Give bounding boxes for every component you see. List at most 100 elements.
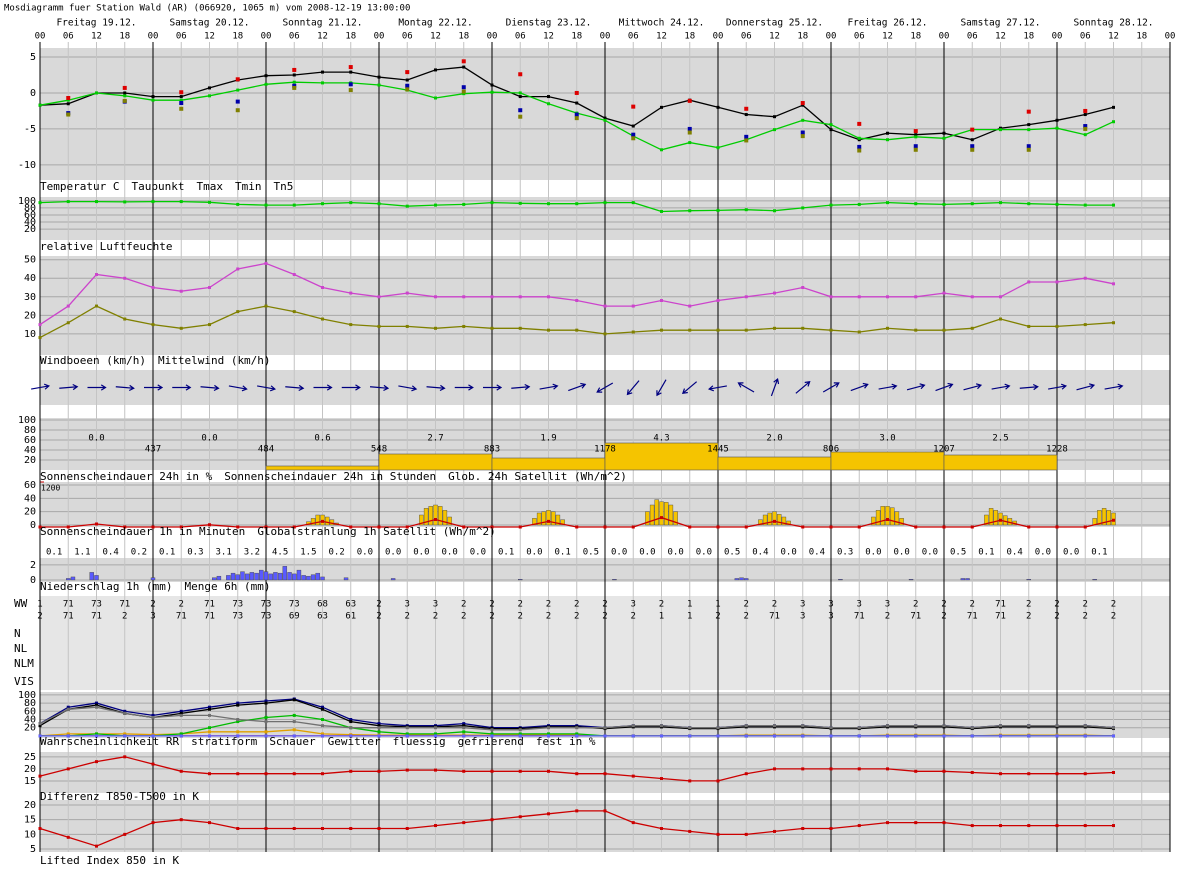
line-marker <box>801 525 805 529</box>
bar <box>315 572 320 581</box>
line-marker <box>773 519 776 523</box>
x-tick-label: 06 <box>176 32 187 42</box>
data-label: 0.1 <box>978 548 994 558</box>
ww-code: 3 <box>885 600 890 610</box>
line-marker <box>942 131 946 135</box>
bar <box>226 575 231 581</box>
line-marker <box>886 201 889 205</box>
data-label: 0.0 <box>441 548 457 558</box>
line-marker <box>1027 724 1031 728</box>
line-marker <box>970 726 974 730</box>
line-marker <box>462 821 466 825</box>
line-marker <box>38 525 42 529</box>
line-marker <box>603 525 607 529</box>
x-tick-label: 18 <box>1136 32 1147 42</box>
line-marker <box>490 734 494 738</box>
line-marker <box>349 718 353 722</box>
point <box>857 144 862 149</box>
bar <box>310 574 316 581</box>
line-marker <box>857 525 861 529</box>
line-marker <box>603 201 607 205</box>
point <box>348 82 353 87</box>
bar <box>612 578 617 581</box>
x-tick-label: 00 <box>1052 32 1063 42</box>
bar <box>1097 510 1102 526</box>
line-marker <box>914 202 918 206</box>
ww-code: 2 <box>1111 600 1116 610</box>
line-marker <box>490 326 494 330</box>
wind-arrow <box>991 383 1011 390</box>
bar <box>984 514 989 526</box>
line-marker <box>321 718 324 722</box>
point <box>179 106 184 111</box>
line-marker <box>575 298 579 302</box>
line-marker <box>151 95 155 99</box>
point <box>1026 147 1031 152</box>
ww-code: 2 <box>489 600 494 610</box>
wind-arrow <box>1076 383 1096 391</box>
line-marker <box>1027 734 1031 738</box>
legend-label: Gewitter <box>328 735 381 748</box>
line-marker <box>631 774 635 778</box>
line-marker <box>660 734 663 738</box>
line-marker <box>914 769 918 773</box>
line-marker <box>66 304 70 308</box>
line-marker <box>970 824 974 828</box>
line-marker <box>744 113 748 117</box>
bar <box>216 575 222 581</box>
line-marker <box>999 317 1002 321</box>
ww-code: 2 <box>970 600 975 610</box>
line-marker <box>462 525 466 529</box>
data-label: 0.0 <box>611 548 627 558</box>
line-marker <box>518 732 522 736</box>
line-marker <box>236 88 240 92</box>
point <box>687 126 692 131</box>
line-marker <box>1112 824 1115 828</box>
line-marker <box>95 734 98 738</box>
ww-code: 3 <box>433 600 438 610</box>
line-marker <box>264 734 268 738</box>
line-marker <box>179 711 183 715</box>
line-marker <box>801 206 805 210</box>
line-marker <box>773 724 776 728</box>
row-label: NL <box>14 642 28 655</box>
ww-code: 3 <box>857 600 862 610</box>
line-marker <box>264 699 268 703</box>
data-label: 548 <box>371 445 387 455</box>
point <box>970 147 975 152</box>
line-marker <box>914 135 918 139</box>
bar <box>325 516 330 526</box>
line-marker <box>151 734 155 738</box>
line-marker <box>38 724 42 728</box>
line-marker <box>1083 323 1087 327</box>
wind-arrow <box>200 384 220 392</box>
line-marker <box>829 525 833 529</box>
line-marker <box>801 118 805 122</box>
ww-code: 2 <box>602 600 607 610</box>
wind-arrow <box>228 385 248 392</box>
line-marker <box>377 295 381 299</box>
line-marker <box>292 80 296 84</box>
x-tick-label: 12 <box>995 32 1006 42</box>
line-marker <box>95 522 98 526</box>
data-label: 0.5 <box>724 548 740 558</box>
line-marker <box>857 330 861 334</box>
data-label: 4.3 <box>653 434 669 444</box>
line-marker <box>321 826 324 830</box>
bar <box>772 511 777 526</box>
x-tick-label: 06 <box>515 32 526 42</box>
wind-arrow <box>144 384 164 391</box>
line-marker <box>547 102 550 106</box>
y-tick-label: 60 <box>24 435 36 446</box>
wind-arrow <box>795 380 811 394</box>
line-marker <box>716 726 720 730</box>
line-marker <box>462 65 466 69</box>
row-label: NLM <box>14 657 34 670</box>
line-marker <box>575 202 579 206</box>
line-marker <box>38 826 42 830</box>
ww-code: 71 <box>63 600 74 610</box>
line-marker <box>123 200 127 204</box>
y-tick-label: 10 <box>24 829 36 840</box>
line-marker <box>518 734 522 738</box>
bar <box>1101 508 1107 526</box>
